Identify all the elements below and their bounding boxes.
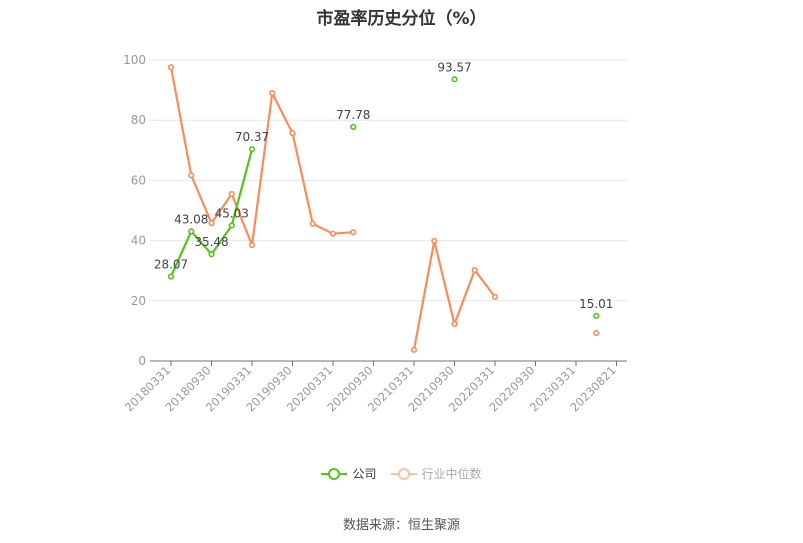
y-tick-label: 100 xyxy=(123,53,146,67)
legend-label-company: 公司 xyxy=(352,467,377,481)
data-point xyxy=(167,64,175,71)
data-point xyxy=(451,320,458,328)
data-point xyxy=(431,237,438,245)
data-source: 数据来源：恒生聚源 xyxy=(342,518,460,533)
data-point xyxy=(451,76,458,83)
data-point xyxy=(228,190,235,198)
y-tick-label: 60 xyxy=(131,173,146,187)
data-point xyxy=(167,273,175,280)
data-point xyxy=(208,220,215,227)
legend-item-company[interactable]: 公司 xyxy=(321,465,377,482)
legend: 公司 行业中位数 xyxy=(0,465,803,482)
y-tick-label: 20 xyxy=(131,294,146,308)
legend-label-industry: 行业中位数 xyxy=(421,467,482,481)
data-point xyxy=(410,346,418,353)
y-tick-label: 40 xyxy=(131,234,146,248)
series-line-industry xyxy=(412,239,496,351)
data-point xyxy=(269,90,276,97)
data-label: 77.78 xyxy=(336,108,370,122)
data-label: 28.07 xyxy=(154,258,188,272)
data-label: 70.37 xyxy=(235,130,269,144)
data-point xyxy=(471,266,478,274)
y-tick-label: 0 xyxy=(138,354,146,368)
data-point xyxy=(188,172,195,179)
data-label: 93.57 xyxy=(437,60,471,74)
legend-item-industry[interactable]: 行业中位数 xyxy=(390,465,482,482)
data-point xyxy=(248,146,256,153)
legend-company-marker-icon xyxy=(321,467,348,480)
data-point xyxy=(350,123,357,130)
data-label: 35.48 xyxy=(194,235,228,249)
data-label: 15.01 xyxy=(579,297,613,311)
data-point xyxy=(188,228,195,235)
data-point xyxy=(248,242,256,249)
data-point xyxy=(329,230,337,237)
data-label: 45.03 xyxy=(215,206,249,220)
line-chart: 0204060801002018033120180930201903312019… xyxy=(122,53,627,415)
data-label: 43.08 xyxy=(174,212,208,226)
y-tick-label: 80 xyxy=(131,113,146,127)
series-line-industry xyxy=(169,67,354,247)
data-point xyxy=(491,293,499,300)
data-point xyxy=(593,312,600,319)
legend-industry-marker-icon xyxy=(390,467,417,480)
data-point xyxy=(289,130,296,137)
data-point xyxy=(593,329,600,337)
chart-title: 市盈率历史分位（%） xyxy=(316,9,487,29)
data-point xyxy=(309,220,316,227)
data-point xyxy=(350,229,357,236)
data-point xyxy=(228,222,235,229)
data-point xyxy=(208,251,215,258)
